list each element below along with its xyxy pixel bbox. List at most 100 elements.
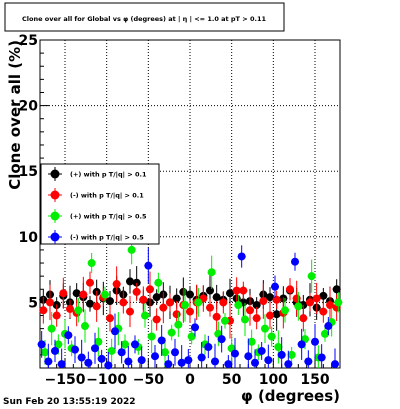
data-point bbox=[237, 245, 246, 268]
x-tick-label: 100 bbox=[259, 372, 288, 388]
marker bbox=[54, 340, 63, 349]
x-axis-title: φ (degrees) bbox=[241, 387, 340, 405]
data-point bbox=[112, 266, 121, 302]
marker bbox=[246, 306, 254, 315]
marker bbox=[219, 298, 228, 307]
marker bbox=[252, 314, 261, 323]
data-point bbox=[334, 292, 343, 313]
data-point bbox=[171, 338, 179, 366]
data-point bbox=[77, 339, 86, 368]
marker bbox=[319, 291, 328, 300]
marker bbox=[324, 322, 333, 331]
legend-item: (+) with p T/|q| > 0.5 bbox=[48, 209, 147, 223]
marker bbox=[299, 314, 308, 323]
data-point bbox=[131, 335, 139, 354]
marker bbox=[311, 337, 319, 346]
marker bbox=[259, 297, 268, 306]
marker bbox=[126, 277, 134, 286]
data-point bbox=[87, 252, 96, 274]
legend-marker bbox=[50, 211, 60, 221]
data-point bbox=[81, 309, 89, 343]
data-point bbox=[126, 269, 134, 294]
data-point bbox=[287, 347, 296, 363]
data-point bbox=[39, 296, 48, 324]
x-tick-label: −50 bbox=[133, 372, 164, 388]
data-point bbox=[119, 291, 128, 314]
marker bbox=[172, 294, 181, 303]
data-point bbox=[221, 312, 229, 329]
data-point bbox=[224, 355, 233, 369]
marker bbox=[124, 357, 133, 366]
data-point bbox=[86, 295, 94, 312]
marker bbox=[111, 327, 119, 336]
marker bbox=[132, 278, 141, 287]
marker bbox=[172, 310, 181, 319]
x-tick-label: 50 bbox=[222, 372, 242, 388]
data-point bbox=[206, 298, 214, 317]
data-point bbox=[294, 291, 303, 321]
marker bbox=[261, 324, 269, 333]
y-axis-title: Clone over all (%) bbox=[6, 40, 24, 190]
data-point bbox=[259, 283, 268, 319]
data-point bbox=[71, 336, 79, 363]
marker bbox=[174, 320, 183, 329]
data-point bbox=[154, 272, 163, 293]
marker bbox=[106, 314, 114, 323]
data-point bbox=[277, 337, 286, 368]
marker bbox=[284, 360, 293, 369]
marker bbox=[191, 323, 199, 332]
data-point bbox=[204, 335, 213, 359]
data-point bbox=[226, 278, 234, 308]
data-point bbox=[126, 296, 134, 328]
marker bbox=[204, 343, 213, 352]
data-point bbox=[304, 350, 313, 368]
x-tick-label: 0 bbox=[185, 372, 195, 388]
marker bbox=[206, 303, 214, 312]
legend-label: (+) with p T/|q| > 0.1 bbox=[70, 171, 147, 180]
marker bbox=[281, 306, 289, 315]
marker bbox=[86, 299, 94, 308]
legend-label: (-) with p T/|q| > 0.5 bbox=[70, 234, 144, 243]
marker bbox=[211, 357, 219, 366]
marker bbox=[112, 280, 121, 289]
marker bbox=[94, 337, 103, 346]
marker bbox=[177, 358, 186, 367]
data-point bbox=[251, 349, 259, 368]
marker bbox=[212, 293, 221, 302]
marker bbox=[104, 361, 113, 370]
legend-marker bbox=[50, 190, 60, 200]
data-point bbox=[47, 312, 56, 346]
marker bbox=[224, 360, 233, 369]
data-point bbox=[194, 287, 203, 317]
marker bbox=[64, 331, 73, 340]
marker bbox=[39, 306, 48, 315]
data-points bbox=[37, 235, 343, 370]
data-point bbox=[164, 355, 173, 369]
data-point bbox=[152, 289, 161, 306]
marker bbox=[97, 354, 106, 363]
marker bbox=[52, 311, 61, 320]
data-point bbox=[244, 338, 253, 368]
marker bbox=[101, 290, 109, 299]
data-point bbox=[274, 330, 283, 364]
data-point bbox=[326, 287, 334, 323]
data-point bbox=[59, 277, 68, 309]
data-point bbox=[241, 302, 249, 337]
marker bbox=[164, 360, 173, 369]
marker bbox=[331, 360, 339, 369]
data-point bbox=[299, 304, 308, 332]
marker bbox=[92, 302, 101, 311]
marker bbox=[154, 278, 163, 287]
data-point bbox=[124, 345, 133, 368]
marker bbox=[152, 315, 161, 324]
data-point bbox=[207, 255, 216, 289]
data-point bbox=[44, 343, 53, 368]
data-point bbox=[186, 300, 194, 323]
legend-item: (-) with p T/|q| > 0.1 bbox=[48, 188, 144, 202]
data-point bbox=[101, 286, 109, 303]
legend-marker bbox=[50, 232, 60, 242]
data-point bbox=[187, 328, 196, 345]
y-tick-label: 5 bbox=[28, 295, 38, 311]
marker bbox=[241, 315, 249, 324]
marker bbox=[72, 289, 81, 298]
